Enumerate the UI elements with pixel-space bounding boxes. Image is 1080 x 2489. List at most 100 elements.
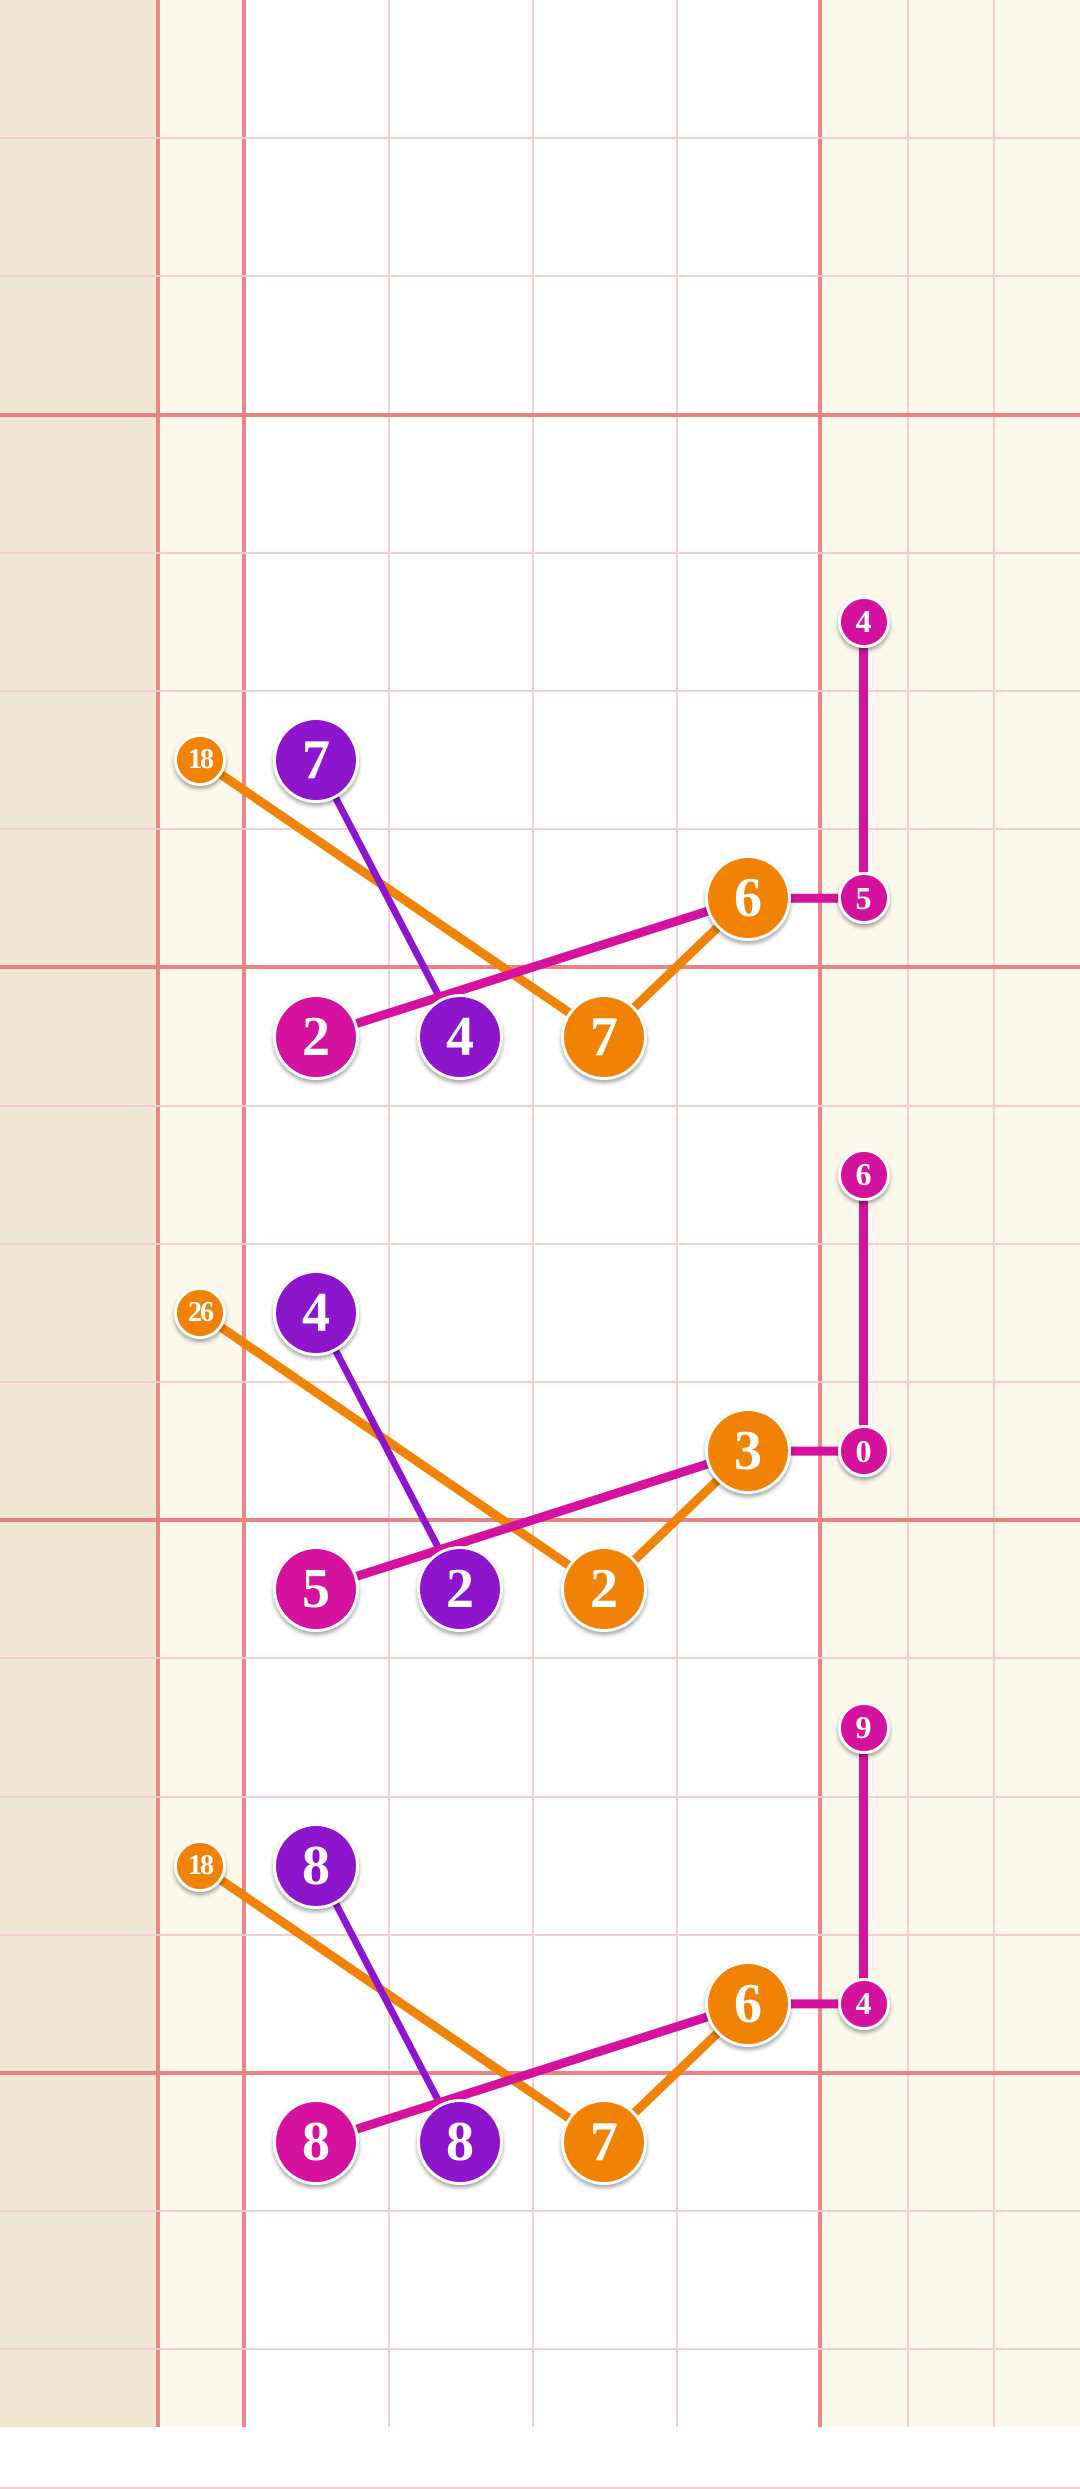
digit-value <box>676 1520 820 1658</box>
stat-value <box>907 1106 993 1244</box>
orange-highlight-ball: 18 <box>174 734 226 787</box>
magenta-highlight-ball: 2 <box>273 993 359 1080</box>
digit-value <box>244 138 388 276</box>
digit-value <box>532 1244 676 1382</box>
row-divider <box>0 1381 1080 1383</box>
stat-value <box>820 1520 907 1658</box>
purple-highlight-ball: 2 <box>417 1546 503 1633</box>
column-divider <box>993 0 995 2427</box>
stat-value <box>907 276 993 414</box>
stat-value <box>907 829 993 967</box>
stat-value <box>993 553 1080 691</box>
stat-value <box>907 1520 993 1658</box>
digit-value <box>676 1658 820 1796</box>
digit-value <box>388 415 532 553</box>
row-divider <box>0 551 1080 554</box>
column-divider <box>907 0 909 2427</box>
purple-trend-line <box>312 1864 464 2144</box>
sum-value <box>156 829 244 967</box>
digit-value <box>388 1106 532 1244</box>
digit-value <box>532 1658 676 1796</box>
digit-value <box>676 967 820 1105</box>
digit-value <box>532 1382 676 1520</box>
magenta-highlight-ball: 0 <box>837 1425 890 1478</box>
digit-value <box>676 276 820 414</box>
purple-trend-line <box>312 1311 464 1591</box>
magenta-trend-line <box>314 1727 868 2147</box>
digit-value <box>676 691 820 829</box>
period-number <box>0 1797 156 1935</box>
period-number <box>0 138 156 276</box>
digit-value <box>244 1935 388 2073</box>
column-divider <box>156 0 160 2427</box>
row-divider <box>0 137 1080 140</box>
orange-highlight-ball: 3 <box>705 1408 791 1495</box>
period-column-background <box>0 0 156 2427</box>
stat-value <box>993 415 1080 553</box>
stat-value <box>820 691 907 829</box>
row-divider <box>0 1795 1080 1798</box>
digit-value <box>388 1382 532 1520</box>
purple-highlight-ball: 4 <box>273 1269 359 1356</box>
digit-value <box>532 1935 676 2073</box>
sum-value <box>156 415 244 553</box>
row-divider <box>0 1933 1080 1936</box>
stat-value <box>993 1382 1080 1520</box>
stat-value <box>993 1520 1080 1658</box>
digit-value <box>244 0 388 138</box>
sum-value <box>156 1106 244 1244</box>
row-divider <box>0 2486 1080 2489</box>
sum-value <box>156 1935 244 2073</box>
digit-value <box>532 1797 676 1935</box>
stat-value <box>820 1797 907 1935</box>
digit-value <box>676 415 820 553</box>
stat-value <box>907 967 993 1105</box>
stat-value <box>907 691 993 829</box>
column-divider <box>676 0 678 2427</box>
stat-value <box>993 276 1080 414</box>
stat-value <box>993 829 1080 967</box>
row-divider <box>0 2210 1080 2213</box>
digit-value <box>532 415 676 553</box>
purple-highlight-ball: 7 <box>273 717 359 804</box>
column-divider <box>532 0 534 2427</box>
column-divider <box>242 0 246 2427</box>
period-number <box>0 415 156 553</box>
period-number <box>0 0 156 138</box>
column-divider <box>818 0 822 2427</box>
row-divider <box>0 275 1080 278</box>
digit-value <box>676 553 820 691</box>
digit-value <box>388 0 532 138</box>
period-number <box>0 1935 156 2073</box>
stat-value <box>993 0 1080 138</box>
stat-value <box>907 553 993 691</box>
stat-value <box>907 0 993 138</box>
orange-highlight-ball: 7 <box>561 993 647 1080</box>
digit-value <box>244 1382 388 1520</box>
orange-highlight-ball: 7 <box>561 2099 647 2186</box>
period-number <box>0 1244 156 1382</box>
sum-value <box>156 553 244 691</box>
digit-value <box>244 553 388 691</box>
digit-value <box>244 276 388 414</box>
digit-value <box>676 1244 820 1382</box>
row-divider <box>0 828 1080 831</box>
stat-value <box>820 276 907 414</box>
period-number <box>0 967 156 1105</box>
stat-value <box>993 1797 1080 1935</box>
purple-highlight-ball: 4 <box>417 993 503 1080</box>
sum-value <box>156 276 244 414</box>
period-number <box>0 1106 156 1244</box>
stat-value <box>993 1935 1080 2073</box>
sum-value <box>156 1382 244 1520</box>
digit-value <box>244 829 388 967</box>
period-number <box>0 2073 156 2211</box>
row-divider <box>0 1242 1080 1245</box>
stat-value <box>820 138 907 276</box>
stat-value <box>907 415 993 553</box>
row-divider <box>0 1657 1080 1660</box>
stat-value <box>820 415 907 553</box>
stat-value <box>993 1244 1080 1382</box>
digit-value <box>676 0 820 138</box>
